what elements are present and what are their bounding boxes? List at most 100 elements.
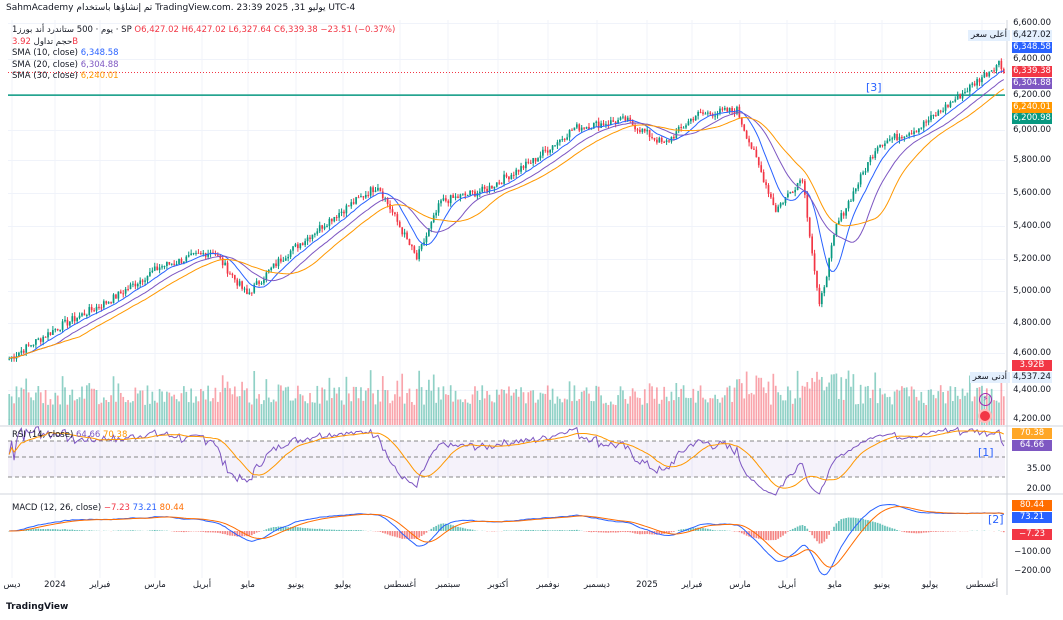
macd-histogram-bar	[811, 531, 813, 536]
macd-histogram-bar	[845, 517, 847, 531]
volume-bar	[219, 392, 222, 425]
macd-histogram-bar	[629, 531, 632, 533]
volume-bar	[292, 400, 294, 425]
macd-histogram-bar	[837, 521, 840, 531]
volume-tag: 3.92B	[1012, 360, 1052, 371]
volume-bar	[153, 400, 156, 425]
candle-body	[990, 70, 993, 72]
volume-label[interactable]: حجم تداول	[33, 36, 73, 47]
volume-bar	[675, 382, 678, 425]
candle-body	[469, 190, 471, 196]
macd-histogram-bar	[850, 517, 852, 531]
volume-bar	[760, 377, 763, 425]
rsi-label[interactable]: RSI (14, close)	[12, 430, 74, 440]
candle-body	[241, 281, 243, 289]
macd-histogram-bar	[932, 531, 935, 532]
volume-bar	[942, 392, 944, 425]
macd-histogram-bar	[255, 531, 258, 533]
candle-body	[226, 262, 229, 274]
macd-histogram-bar	[263, 530, 265, 531]
volume-bar	[961, 388, 964, 425]
candle-body	[745, 130, 748, 139]
macd-histogram-bar	[546, 530, 549, 531]
volume-bar	[377, 389, 379, 425]
us-flag-icon[interactable]	[978, 409, 992, 423]
volume-bar	[396, 380, 399, 425]
candle-body	[694, 115, 697, 121]
volume-bar	[728, 385, 731, 425]
candle-body	[445, 198, 447, 201]
candle-body	[144, 280, 146, 282]
candle-body	[250, 292, 253, 294]
candle-body	[411, 245, 413, 247]
volume-bar	[115, 401, 117, 425]
sma10-label[interactable]: SMA (10, close)	[12, 48, 78, 58]
volume-bar	[1000, 382, 1003, 425]
volume-bar	[590, 400, 593, 425]
candle-body	[221, 258, 224, 266]
macd-histogram-bar	[690, 528, 692, 531]
macd-histogram-bar	[626, 531, 629, 533]
volume-bar	[272, 399, 275, 425]
macd-histogram-bar	[275, 527, 277, 531]
macd-histogram-bar	[823, 531, 826, 542]
volume-bar	[881, 394, 884, 425]
volume-bar	[777, 392, 780, 425]
candle-body	[583, 127, 585, 129]
volume-bar	[930, 389, 932, 425]
macd-histogram-bar	[774, 531, 777, 540]
candle-body	[425, 235, 428, 243]
pane-tick: 20.00	[1026, 484, 1051, 494]
volume-bar	[408, 388, 411, 425]
candle-body	[738, 106, 741, 118]
macd-histogram-bar	[619, 531, 622, 533]
volume-bar	[920, 391, 923, 425]
macd-histogram-bar	[39, 529, 42, 531]
macd-signal-line	[9, 506, 1004, 568]
candle-body	[403, 232, 406, 235]
sma20-label[interactable]: SMA (20, close)	[12, 59, 78, 70]
macd-histogram-bar	[842, 518, 845, 531]
candle-body	[333, 216, 336, 222]
volume-bar	[726, 387, 729, 425]
macd-histogram-bar	[750, 531, 753, 538]
volume-bar	[884, 393, 886, 425]
volume-bar	[15, 386, 18, 425]
symbol[interactable]: 1يوم · 500 ستاندرد أند بورز · SP	[12, 25, 132, 35]
sma30-label[interactable]: SMA (30, close)	[12, 71, 78, 81]
macd-histogram-bar	[738, 531, 741, 533]
candle-body	[932, 115, 935, 117]
macd-histogram-bar	[772, 531, 775, 541]
volume-bar	[624, 398, 627, 425]
macd-histogram-bar	[461, 527, 464, 531]
candle-body	[122, 293, 125, 295]
candle-body	[546, 150, 549, 153]
candle-body	[379, 187, 382, 192]
candle-body	[102, 301, 105, 308]
candle-body	[323, 226, 326, 229]
volume-bar	[719, 402, 721, 425]
candle-body	[355, 197, 357, 204]
candle-body	[714, 115, 716, 117]
volume-bar	[964, 395, 966, 425]
volume-bar	[879, 388, 881, 425]
lightning-icon[interactable]: ⚡	[979, 393, 992, 406]
volume-bar	[799, 397, 801, 425]
macd-histogram-bar	[714, 530, 716, 531]
candle-body	[937, 110, 940, 116]
candle-body	[340, 211, 343, 213]
macd-histogram-bar	[66, 529, 69, 531]
volume-bar	[175, 399, 178, 425]
candle-body	[537, 158, 539, 162]
macd-histogram-bar	[185, 531, 188, 532]
candle-body	[464, 193, 467, 196]
close: C6,339.38	[273, 25, 318, 35]
macd-histogram-bar	[379, 531, 382, 532]
volume-bar	[740, 383, 743, 425]
macd-histogram-bar	[338, 529, 340, 531]
volume-bar	[716, 398, 719, 425]
volume-bar	[30, 397, 32, 425]
macd-label[interactable]: MACD (12, 26, close)	[12, 503, 102, 513]
volume-bar	[529, 390, 532, 425]
